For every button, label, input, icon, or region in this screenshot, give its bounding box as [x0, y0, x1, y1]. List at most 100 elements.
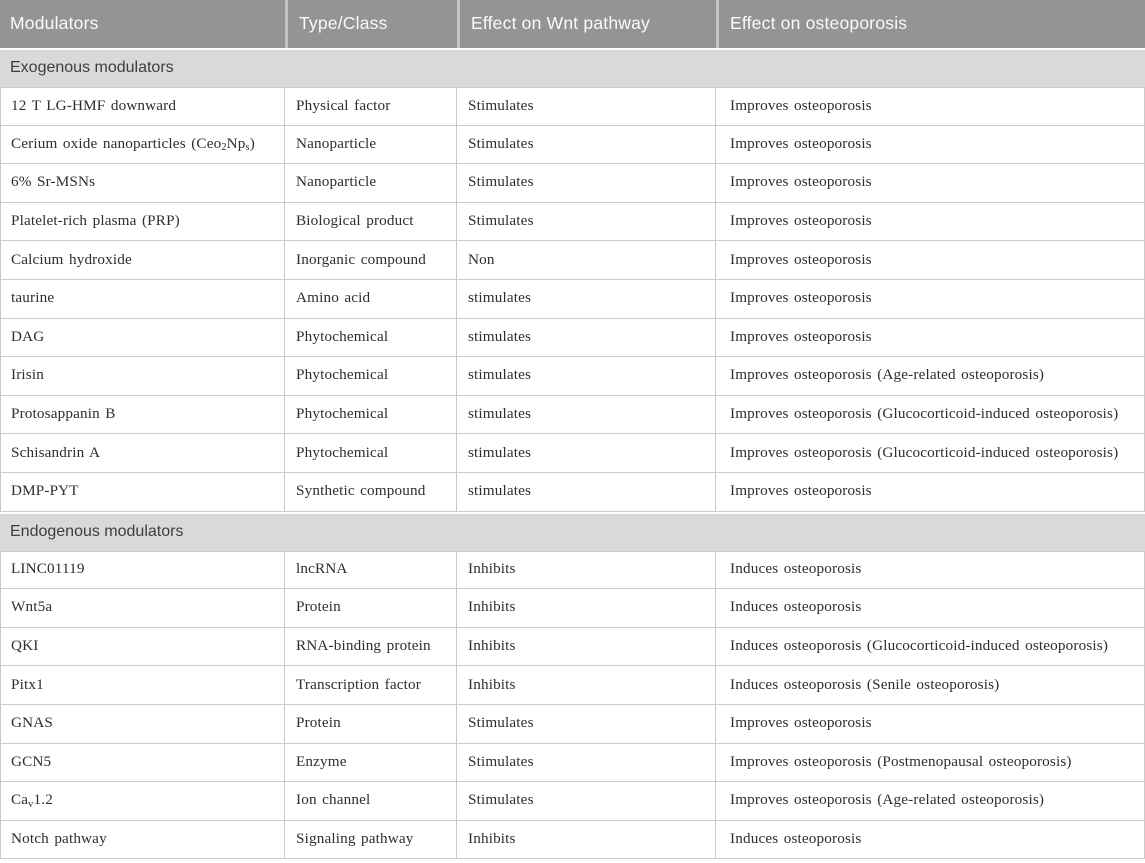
osteoporosis-effect-cell: Induces osteoporosis — [716, 820, 1145, 860]
table-row: LINC01119 lncRNA Inhibits Induces osteoporo… — [0, 550, 1145, 590]
modulator-cell: GCN5 — [0, 743, 285, 783]
table-row: Schisandrin A Phytochemical stimulates Impr… — [0, 434, 1145, 473]
modulator-cell: Pitx1 — [0, 666, 285, 705]
modulator-cell: Schisandrin A — [0, 434, 285, 473]
table-row: Calcium hydroxide Inorganic compound Non Im… — [0, 241, 1145, 280]
modulator-cell: Protosappanin B — [0, 395, 285, 435]
table-row: Cerium oxide nanoparticles (Ceo2Nps) Nano… — [0, 125, 1145, 165]
wnt-effect-cell: Stimulates — [457, 202, 716, 242]
osteoporosis-effect-cell: Induces osteoporosis (Senile osteoporosi… — [716, 666, 1145, 705]
modulator-cell: Platelet-rich plasma (PRP) — [0, 202, 285, 242]
type-class-cell: Signaling pathway — [285, 820, 457, 860]
table-row: GNAS Protein Stimulates Improves osteoporos… — [0, 704, 1145, 744]
table-row: Irisin Phytochemical stimulates Improves os… — [0, 357, 1145, 396]
wnt-effect-cell: Stimulates — [457, 743, 716, 783]
osteoporosis-effect-cell: Induces osteoporosis — [716, 550, 1145, 590]
modulator-cell: 12 T LG-HMF downward — [0, 87, 285, 126]
osteoporosis-effect-cell: Improves osteoporosis — [716, 279, 1145, 319]
table-row: DMP-PYT Synthetic compound stimulates Impro… — [0, 472, 1145, 512]
table-row: Notch pathway Signaling pathway Inhibits In… — [0, 820, 1145, 860]
wnt-effect-cell: Inhibits — [457, 666, 716, 705]
wnt-effect-cell: stimulates — [457, 472, 716, 512]
column-header-type-class: Type/Class — [285, 0, 457, 48]
type-class-cell: Nanoparticle — [285, 164, 457, 203]
osteoporosis-effect-cell: Improves osteoporosis (Glucocorticoid-in… — [716, 395, 1145, 435]
table-row: Pitx1 Transcription factor Inhibits Induces… — [0, 666, 1145, 705]
modulator-cell: DAG — [0, 318, 285, 358]
wnt-effect-cell: stimulates — [457, 434, 716, 473]
modulator-cell: 6% Sr-MSNs — [0, 164, 285, 203]
table-row: Protosappanin B Phytochemical stimulates Im… — [0, 395, 1145, 435]
wnt-effect-cell: Non — [457, 241, 716, 280]
section-title: Exogenous modulators — [0, 48, 1145, 87]
modulator-cell: GNAS — [0, 704, 285, 744]
table-row: Wnt5a Protein Inhibits Induces osteoporosis — [0, 589, 1145, 628]
table-row: QKI RNA-binding protein Inhibits Induces os… — [0, 627, 1145, 667]
wnt-effect-cell: stimulates — [457, 395, 716, 435]
modulator-cell: taurine — [0, 279, 285, 319]
table-body: Exogenous modulators 12 T LG-HMF downward… — [0, 48, 1145, 860]
wnt-effect-cell: Inhibits — [457, 589, 716, 628]
osteoporosis-effect-cell: Improves osteoporosis — [716, 164, 1145, 203]
type-class-cell: Inorganic compound — [285, 241, 457, 280]
table-header: Modulators Type/Class Effect on Wnt path… — [0, 0, 1145, 48]
osteoporosis-effect-cell: Improves osteoporosis (Age-related osteo… — [716, 782, 1145, 821]
wnt-effect-cell: stimulates — [457, 357, 716, 396]
table-row: Platelet-rich plasma (PRP) Biological pro… — [0, 202, 1145, 242]
osteoporosis-effect-cell: Induces osteoporosis (Glucocorticoid-ind… — [716, 627, 1145, 667]
modulator-cell: DMP-PYT — [0, 472, 285, 512]
osteoporosis-effect-cell: Improves osteoporosis — [716, 87, 1145, 126]
type-class-cell: Nanoparticle — [285, 125, 457, 165]
modulator-cell: Calcium hydroxide — [0, 241, 285, 280]
type-class-cell: RNA-binding protein — [285, 627, 457, 667]
modulator-cell: QKI — [0, 627, 285, 667]
type-class-cell: Enzyme — [285, 743, 457, 783]
wnt-effect-cell: Stimulates — [457, 125, 716, 165]
column-header-wnt-effect: Effect on Wnt pathway — [457, 0, 716, 48]
table-row: taurine Amino acid stimulates Improves oste… — [0, 279, 1145, 319]
type-class-cell: Protein — [285, 704, 457, 744]
type-class-cell: Phytochemical — [285, 434, 457, 473]
wnt-effect-cell: Inhibits — [457, 627, 716, 667]
section-row: Exogenous modulators — [0, 48, 1145, 87]
table-header-row: Modulators Type/Class Effect on Wnt path… — [0, 0, 1145, 48]
type-class-cell: Synthetic compound — [285, 472, 457, 512]
osteoporosis-effect-cell: Improves osteoporosis — [716, 472, 1145, 512]
type-class-cell: lncRNA — [285, 550, 457, 590]
table-row: 12 T LG-HMF downward Physical factor Stimu… — [0, 87, 1145, 126]
section-row: Endogenous modulators — [0, 511, 1145, 551]
type-class-cell: Physical factor — [285, 87, 457, 126]
wnt-effect-cell: stimulates — [457, 318, 716, 358]
type-class-cell: Biological product — [285, 202, 457, 242]
modulator-cell: Notch pathway — [0, 820, 285, 860]
type-class-cell: Transcription factor — [285, 666, 457, 705]
table-row: GCN5 Enzyme Stimulates Improves osteoporosi… — [0, 743, 1145, 783]
column-header-osteoporosis-effect: Effect on osteoporosis — [716, 0, 1145, 48]
osteoporosis-effect-cell: Improves osteoporosis (Postmenopausal os… — [716, 743, 1145, 783]
wnt-effect-cell: Inhibits — [457, 550, 716, 590]
osteoporosis-effect-cell: Improves osteoporosis (Glucocorticoid-in… — [716, 434, 1145, 473]
section-title: Endogenous modulators — [0, 511, 1145, 551]
wnt-effect-cell: Inhibits — [457, 820, 716, 860]
type-class-cell: Ion channel — [285, 782, 457, 821]
wnt-effect-cell: Stimulates — [457, 164, 716, 203]
column-header-modulators: Modulators — [0, 0, 285, 48]
table-row: Cav1.2 Ion channel Stimulates Improves oste… — [0, 782, 1145, 821]
type-class-cell: Amino acid — [285, 279, 457, 319]
modulator-cell: Cerium oxide nanoparticles (Ceo2Nps) — [0, 125, 285, 165]
table-row: 6% Sr-MSNs Nanoparticle Stimulates Improves… — [0, 164, 1145, 203]
osteoporosis-effect-cell: Improves osteoporosis (Age-related osteo… — [716, 357, 1145, 396]
modulator-cell: LINC01119 — [0, 550, 285, 590]
modulator-cell: Cav1.2 — [0, 782, 285, 821]
osteoporosis-effect-cell: Improves osteoporosis — [716, 704, 1145, 744]
osteoporosis-effect-cell: Improves osteoporosis — [716, 202, 1145, 242]
type-class-cell: Phytochemical — [285, 357, 457, 396]
osteoporosis-effect-cell: Induces osteoporosis — [716, 589, 1145, 628]
osteoporosis-effect-cell: Improves osteoporosis — [716, 241, 1145, 280]
modulator-cell: Irisin — [0, 357, 285, 396]
type-class-cell: Phytochemical — [285, 318, 457, 358]
wnt-effect-cell: Stimulates — [457, 87, 716, 126]
osteoporosis-effect-cell: Improves osteoporosis — [716, 125, 1145, 165]
modulator-cell: Wnt5a — [0, 589, 285, 628]
